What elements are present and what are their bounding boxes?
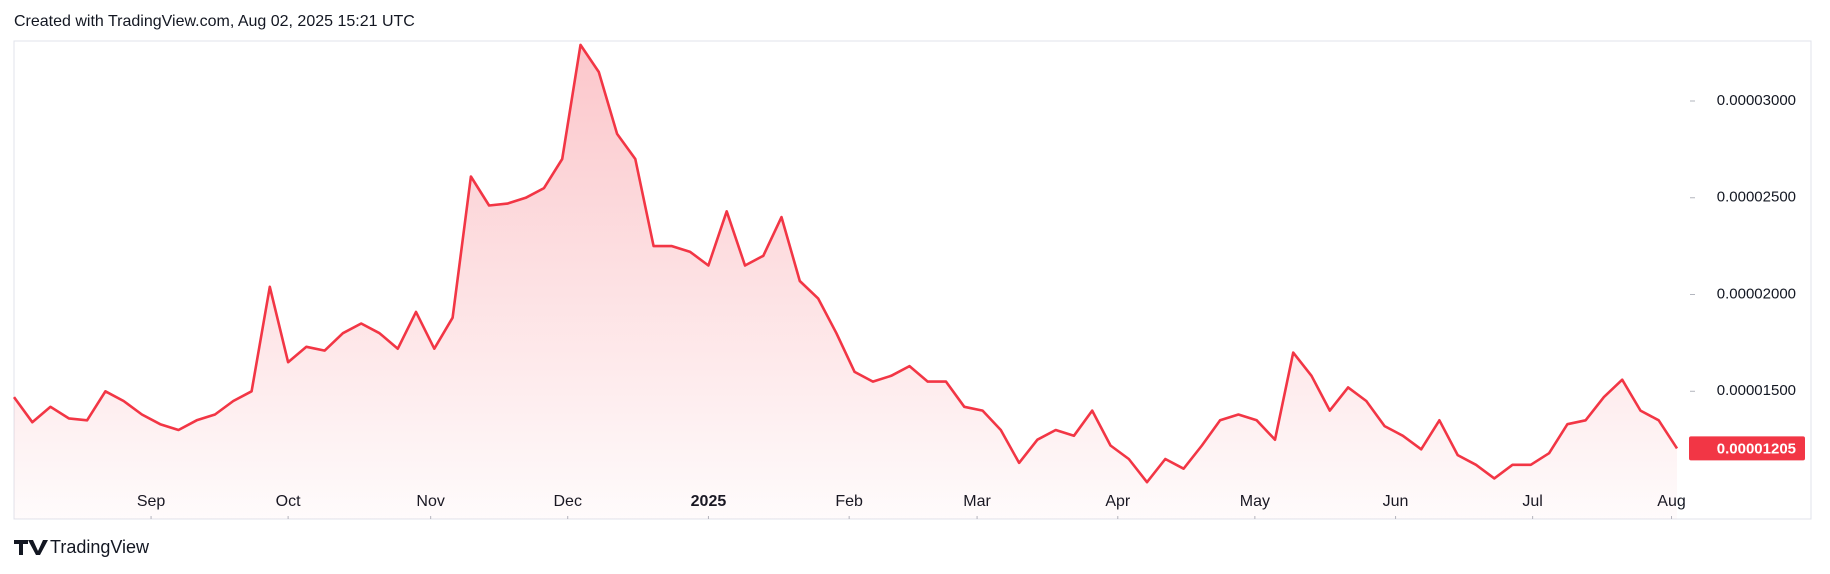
y-tick-label: 0.00002000 bbox=[1717, 285, 1796, 302]
header-text: Created with TradingView.com, Aug 02, 20… bbox=[14, 13, 415, 30]
last-value-label: 0.00001205 bbox=[1717, 440, 1796, 457]
footer-text: TradingView bbox=[50, 537, 150, 557]
y-tick-label: 0.00002500 bbox=[1717, 189, 1796, 206]
y-tick-label: 0.00001500 bbox=[1717, 382, 1796, 399]
y-tick-label: 0.00003000 bbox=[1717, 92, 1796, 109]
price-line bbox=[12, 43, 1679, 484]
last-value-badge bbox=[1689, 436, 1805, 461]
logo-icon bbox=[14, 540, 48, 555]
footer-logo: TradingView bbox=[14, 537, 150, 557]
area-fill bbox=[14, 44, 1677, 520]
